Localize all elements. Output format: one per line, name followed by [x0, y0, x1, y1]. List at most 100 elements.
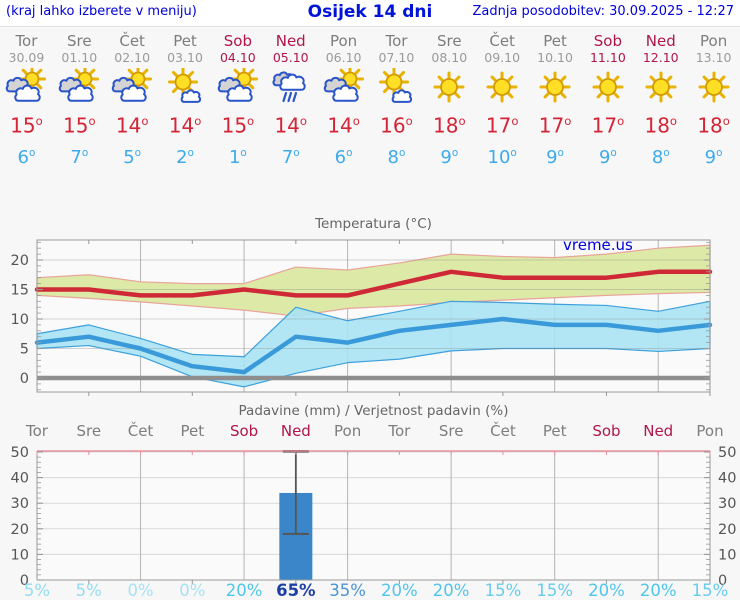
svg-text:0: 0: [20, 371, 29, 387]
precip-day-label: Ned: [281, 422, 311, 440]
precip-day-label: Pet: [543, 422, 567, 440]
low-temp: 6o: [334, 146, 353, 168]
sunny-icon: [433, 71, 465, 103]
svg-text:20: 20: [11, 253, 29, 269]
svg-text:40: 40: [718, 471, 736, 487]
svg-text:20: 20: [718, 522, 736, 538]
page-header: (kraj lahko izberete v meniju) Osijek 14…: [0, 0, 740, 27]
precip-probability: 0%: [127, 581, 153, 600]
svg-text:5: 5: [20, 342, 29, 358]
temperature-chart-title: Temperatura (°C): [314, 216, 432, 232]
svg-text:10: 10: [718, 547, 736, 563]
high-temp: 18o: [644, 113, 678, 138]
day-column: Sre 08.10 18o 9o: [423, 27, 476, 173]
low-temp: 7o: [281, 146, 300, 168]
day-column: Pon 13.10 18o 9o: [687, 27, 740, 173]
day-name: Sob: [593, 32, 622, 50]
day-date: 01.10: [61, 50, 98, 65]
partly-cloudy-icon: [111, 68, 153, 102]
sunny-icon: [645, 71, 677, 103]
precip-probability: 15%: [485, 581, 522, 600]
sunny-icon: [539, 71, 571, 103]
day-name: Pon: [700, 32, 728, 50]
low-temp: 9o: [704, 146, 723, 168]
day-column: Čet 09.10 17o 10o: [476, 27, 529, 173]
precip-probability: 15%: [692, 581, 729, 600]
day-name: Čet: [119, 32, 145, 50]
precip-day-label: Čet: [128, 421, 154, 440]
high-temp: 14o: [115, 113, 149, 138]
precip-probability: 20%: [588, 581, 625, 600]
location-menu-hint: (kraj lahko izberete v meniju): [6, 4, 197, 19]
precip-probability: 35%: [329, 581, 366, 600]
precip-day-label: Tor: [25, 422, 49, 440]
precip-day-label: Sre: [76, 422, 101, 440]
day-column: Pon 06.10 14o 6o: [317, 27, 370, 173]
temperature-chart: 0 5 10 15 20 Temperatura (°C) vreme.us: [11, 216, 713, 396]
precip-probability: 0%: [179, 581, 205, 600]
precip-probability: 5%: [24, 581, 50, 600]
day-column: Čet 02.10 14o 5o: [106, 27, 159, 173]
day-name: Tor: [15, 32, 38, 50]
partly-cloudy-icon: [323, 68, 364, 102]
precip-probability: 20%: [226, 581, 263, 600]
day-date: 12.10: [642, 50, 679, 65]
high-temp: 15o: [221, 113, 255, 138]
day-date: 08.10: [431, 50, 468, 65]
precip-day-label: Pet: [180, 422, 204, 440]
low-temp: 9o: [440, 146, 459, 168]
day-column: Sob 04.10 15o 1o: [211, 27, 264, 173]
precip-day-label: Pon: [334, 422, 361, 440]
sunny-icon: [698, 71, 730, 103]
day-column: Tor 07.10 16o 8o: [370, 27, 423, 173]
day-name: Ned: [275, 32, 306, 50]
low-temp: 6o: [17, 146, 36, 168]
precip-probability: 20%: [433, 581, 470, 600]
svg-text:30: 30: [718, 496, 736, 512]
day-name: Sre: [437, 32, 462, 50]
low-temp: 7o: [70, 146, 89, 168]
day-name: Pet: [173, 32, 197, 50]
low-temp: 9o: [598, 146, 617, 168]
day-date: 30.09: [8, 50, 45, 65]
precip-probability: 65%: [276, 581, 316, 600]
high-temp: 14o: [168, 113, 202, 138]
partly-cloudy-icon: [217, 68, 258, 102]
last-update-label: Zadnja posodobitev: 30.09.2025 - 12:27: [472, 4, 734, 19]
low-temp: 8o: [651, 146, 670, 168]
high-temp: 15o: [10, 113, 43, 138]
svg-text:50: 50: [718, 445, 736, 461]
day-date: 06.10: [325, 50, 362, 65]
precip-probability: 20%: [640, 581, 677, 600]
watermark-link[interactable]: vreme.us: [563, 236, 633, 254]
rain-icon: [272, 71, 306, 103]
low-temp: 9o: [546, 146, 564, 168]
precip-day-label: Sre: [439, 422, 464, 440]
precip-day-label: Čet: [490, 421, 516, 440]
day-column: Pet 10.10 17o 9o: [529, 27, 582, 173]
day-column: Sob 11.10 17o 9o: [581, 27, 634, 173]
day-name: Ned: [645, 32, 676, 50]
high-temp: 14o: [327, 113, 360, 138]
low-temp: 2o: [176, 146, 194, 168]
sunny-icon: [592, 71, 624, 103]
precipitation-chart-title: Padavine (mm) / Verjetnost padavin (%): [239, 403, 509, 419]
mostly-sunny-icon: [168, 68, 202, 103]
partly-cloudy-icon: [59, 68, 100, 102]
day-date: 11.10: [589, 50, 626, 65]
low-temp: 10o: [487, 146, 517, 168]
day-name: Tor: [385, 32, 408, 50]
page-title: Osijek 14 dni: [307, 2, 433, 22]
precip-day-label: Sob: [592, 422, 620, 440]
svg-text:20: 20: [11, 522, 29, 538]
high-temp: 14o: [274, 113, 307, 138]
precip-day-label: Pon: [696, 422, 723, 440]
svg-text:10: 10: [11, 312, 29, 328]
high-temp: 17o: [485, 113, 519, 138]
precip-day-label: Tor: [387, 422, 411, 440]
day-date: 07.10: [378, 50, 415, 65]
high-temp: 16o: [380, 113, 413, 138]
day-date: 05.10: [272, 50, 309, 65]
svg-text:50: 50: [11, 445, 29, 461]
